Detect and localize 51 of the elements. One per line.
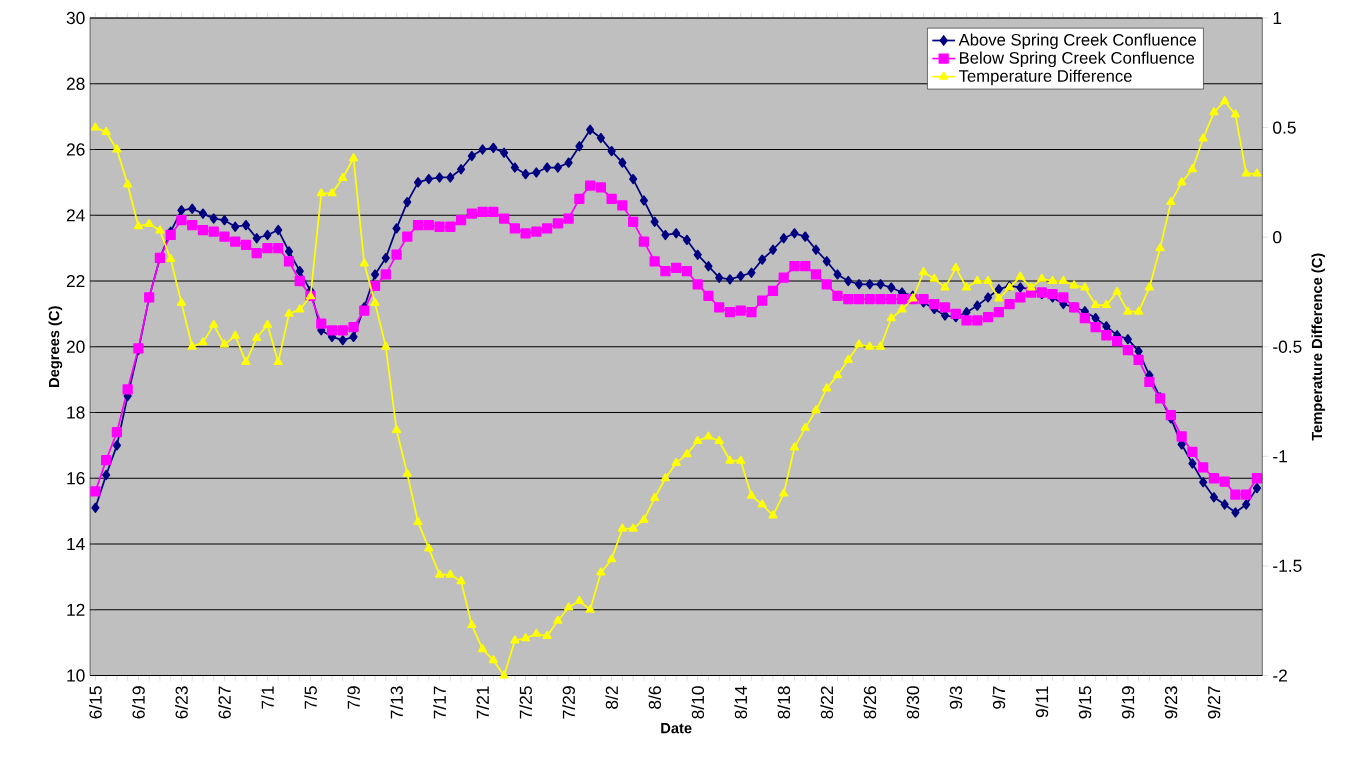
x-tick-label: 7/5 <box>304 686 317 709</box>
y-tick-label: 18 <box>67 406 85 419</box>
y-tick-label: 10 <box>67 669 85 682</box>
y-axis-title: Degrees (C) <box>48 306 63 388</box>
x-tick-label: 9/7 <box>992 686 1006 710</box>
y2-axis-title: Temperature Difference (C) <box>1311 253 1326 441</box>
x-tick-label: 7/29 <box>562 686 575 719</box>
x-tick-label: 8/26 <box>863 686 877 719</box>
x-tick-label: 8/22 <box>820 686 834 719</box>
x-tick-label: 7/25 <box>519 686 532 719</box>
x-tick-label: 7/13 <box>390 686 403 719</box>
x-tick-label: 6/15 <box>89 686 102 719</box>
x-tick-label: 9/15 <box>1078 686 1092 719</box>
x-tick-label: 9/23 <box>1164 686 1178 719</box>
x-tick-label: 9/11 <box>1035 686 1049 718</box>
x-tick-label: 8/6 <box>648 686 662 710</box>
y-tick-label: 16 <box>67 472 85 485</box>
y2-tick-label: -0.5 <box>1273 340 1302 354</box>
y-tick-label: 30 <box>66 12 85 25</box>
x-tick-label: 6/19 <box>132 686 145 719</box>
x-tick-label: 9/27 <box>1207 686 1221 719</box>
y-tick-label: 20 <box>66 340 85 354</box>
x-tick-label: 7/1 <box>261 686 274 709</box>
y-tick-label: 28 <box>66 77 85 91</box>
x-tick-label: 8/30 <box>906 686 920 719</box>
y2-tick-label: 0.5 <box>1273 121 1296 134</box>
x-tick-label: 6/23 <box>175 686 188 719</box>
y2-tick-label: 0 <box>1273 231 1282 244</box>
y2-tick-label: -1 <box>1273 450 1287 463</box>
x-tick-label: 7/17 <box>433 686 446 719</box>
x-tick-label: 8/18 <box>777 686 791 719</box>
legend-label: Above Spring Creek Confluence <box>958 33 1196 50</box>
y-tick-label: 26 <box>66 143 85 156</box>
x-axis-title: Date <box>661 723 692 734</box>
y2-tick-label: -2 <box>1273 669 1287 682</box>
x-tick-label: 8/14 <box>734 686 748 719</box>
x-tick-label: 8/10 <box>691 686 705 719</box>
x-tick-label: 7/9 <box>347 686 360 709</box>
x-tick-label: 8/2 <box>605 686 619 710</box>
legend-label: Temperature Difference <box>958 69 1132 86</box>
y-tick-label: 22 <box>66 275 85 288</box>
x-tick-label: 6/27 <box>218 686 231 719</box>
x-tick-label: 7/21 <box>476 686 489 719</box>
y-tick-label: 12 <box>67 603 85 617</box>
y-tick-label: 24 <box>66 209 85 222</box>
y2-tick-label: -1.5 <box>1273 560 1302 573</box>
x-tick-label: 9/19 <box>1121 686 1135 719</box>
y2-tick-label: 1 <box>1273 12 1282 25</box>
y-tick-label: 14 <box>67 538 85 551</box>
legend-label: Below Spring Creek Confluence <box>959 51 1195 68</box>
x-tick-label: 9/3 <box>949 686 963 710</box>
